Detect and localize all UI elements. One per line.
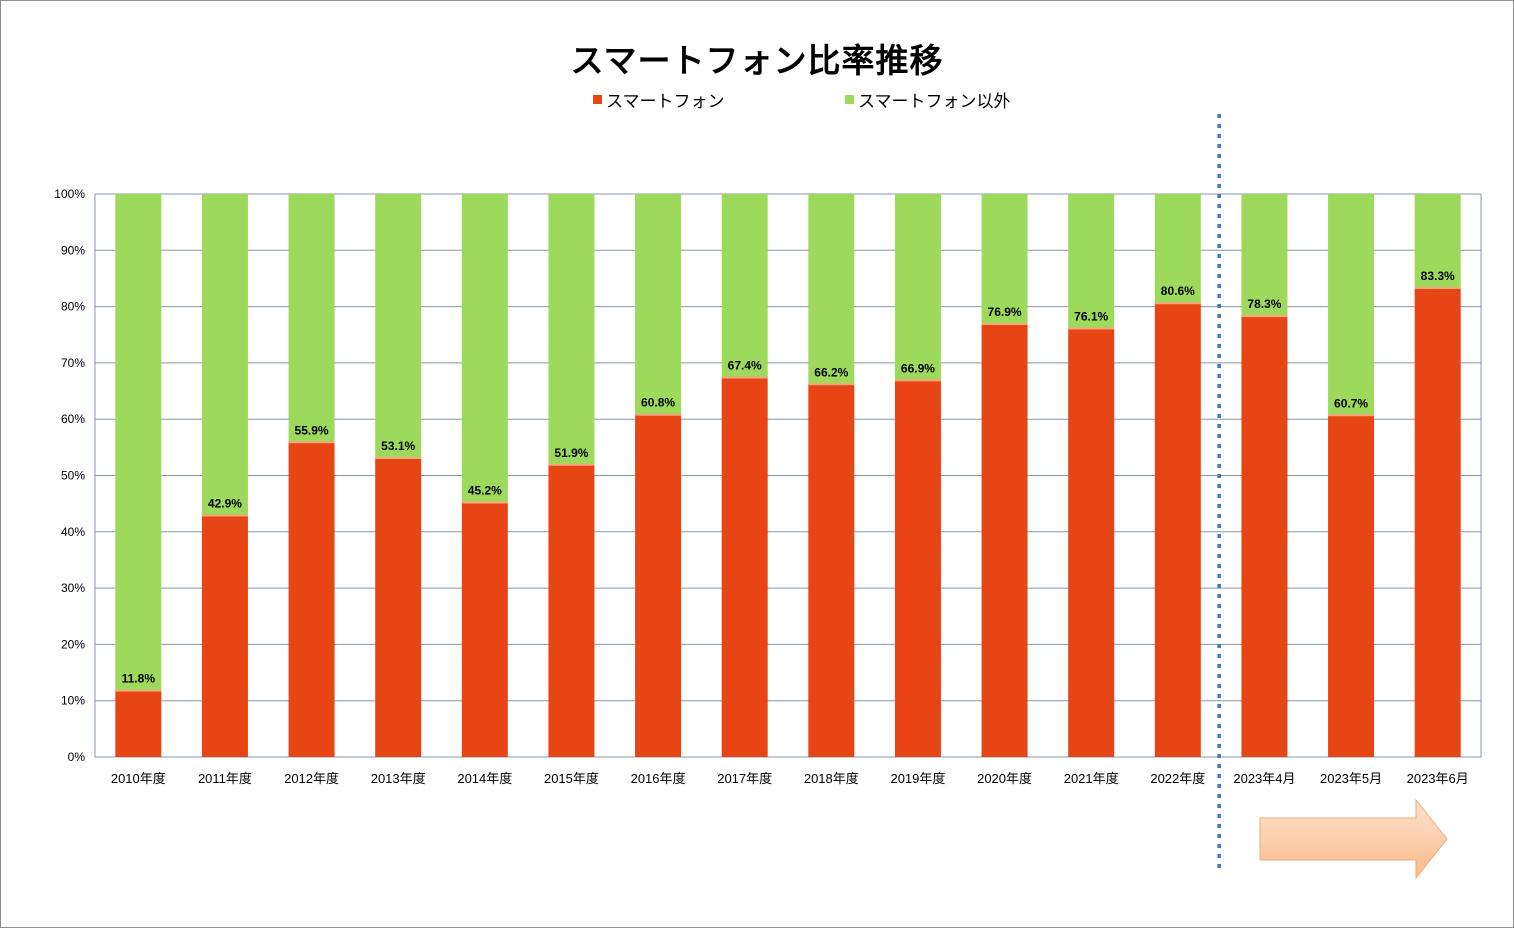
bar-non-smartphone	[635, 194, 682, 415]
data-labels: 11.8% 42.9% 55.9% 53.1% 45.2% 51.9% 60.8% 67.4%…	[122, 269, 1455, 686]
bar-non-smartphone	[201, 194, 248, 516]
legend-label-non-smartphone: スマートフォン以外	[858, 91, 1011, 112]
x-tick-label: 2023年5月	[1320, 771, 1382, 786]
x-tick-label: 2016年度	[631, 771, 686, 786]
data-label: 66.2%	[814, 365, 848, 379]
bar-non-smartphone	[115, 194, 162, 691]
bar-smartphone	[808, 384, 855, 757]
x-tick-label: 2013年度	[371, 771, 426, 786]
bar-smartphone	[1328, 415, 1375, 757]
y-tick-label: 100%	[54, 187, 85, 201]
y-tick-label: 10%	[61, 694, 85, 708]
bar-non-smartphone	[1241, 194, 1288, 317]
legend-item-smartphone: スマートフォン	[593, 88, 725, 112]
bar-smartphone	[1414, 288, 1461, 757]
x-tick-label: 2017年度	[717, 771, 772, 786]
legend-swatch-smartphone	[593, 94, 602, 104]
data-label: 42.9%	[208, 496, 242, 510]
bar-non-smartphone	[1154, 194, 1201, 304]
right-arrow-icon	[1259, 798, 1448, 880]
data-label: 83.3%	[1421, 269, 1455, 283]
bar-non-smartphone	[894, 194, 941, 381]
bars	[115, 194, 1461, 757]
bar-non-smartphone	[461, 194, 508, 503]
bar-non-smartphone	[375, 194, 422, 459]
data-label: 66.9%	[901, 361, 935, 375]
x-tick-label: 2022年度	[1150, 771, 1205, 786]
annotations	[1217, 114, 1448, 880]
legend-label-smartphone: スマートフォン	[606, 91, 725, 112]
bar-smartphone	[1068, 328, 1115, 757]
bar-non-smartphone	[288, 194, 335, 443]
chart-title: スマートフォン比率推移	[570, 41, 944, 80]
y-tick-label: 60%	[61, 412, 85, 426]
data-label: 51.9%	[554, 446, 588, 460]
data-label: 60.8%	[641, 396, 675, 410]
bar-smartphone	[375, 458, 422, 757]
data-label: 78.3%	[1247, 297, 1281, 311]
y-tick-label: 80%	[61, 300, 85, 314]
legend-swatch-non-smartphone	[845, 94, 854, 104]
y-tick-label: 70%	[61, 356, 85, 370]
x-tick-label: 2010年度	[111, 771, 166, 786]
bar-smartphone	[1241, 316, 1288, 757]
bar-smartphone	[548, 464, 595, 757]
bar-non-smartphone	[1328, 194, 1375, 416]
data-label: 67.4%	[728, 359, 762, 373]
bar-non-smartphone	[1414, 194, 1461, 289]
x-tick-label: 2023年6月	[1407, 771, 1469, 786]
x-tick-label: 2014年度	[457, 771, 512, 786]
bar-smartphone	[1154, 303, 1201, 757]
bar-smartphone	[635, 414, 682, 757]
y-tick-label: 90%	[61, 243, 85, 257]
axes: 0% 10% 20% 30% 40% 50% 60% 70% 80% 90% 100% 2010年度 2…	[54, 187, 1482, 786]
data-label: 76.1%	[1074, 310, 1108, 324]
x-tick-label: 2020年度	[977, 771, 1032, 786]
data-label: 80.6%	[1161, 284, 1195, 298]
data-label: 60.7%	[1334, 396, 1368, 410]
bar-smartphone	[461, 502, 508, 757]
x-tick-label: 2019年度	[890, 771, 945, 786]
bar-smartphone	[894, 380, 941, 757]
bar-non-smartphone	[548, 194, 595, 465]
x-tick-label: 2011年度	[198, 771, 252, 786]
x-tick-label: 2023年4月	[1233, 771, 1295, 786]
data-label: 53.1%	[381, 439, 415, 453]
bar-non-smartphone	[721, 194, 768, 378]
y-tick-label: 40%	[61, 525, 85, 539]
bar-non-smartphone	[808, 194, 855, 385]
y-tick-label: 0%	[68, 750, 86, 764]
y-tick-label: 30%	[61, 581, 85, 595]
data-label: 45.2%	[468, 484, 502, 498]
x-tick-label: 2018年度	[804, 771, 859, 786]
bar-smartphone	[288, 442, 335, 757]
y-tick-label: 20%	[61, 637, 85, 651]
bar-smartphone	[721, 377, 768, 757]
bar-non-smartphone	[1068, 194, 1115, 329]
data-label: 11.8%	[122, 672, 156, 686]
data-label: 55.9%	[295, 423, 329, 437]
x-tick-label: 2012年度	[284, 771, 339, 786]
bar-smartphone	[981, 324, 1028, 757]
x-tick-label: 2021年度	[1064, 771, 1119, 786]
x-tick-label: 2015年度	[544, 771, 599, 786]
bar-smartphone	[115, 690, 162, 757]
y-tick-label: 50%	[61, 469, 85, 483]
bar-smartphone	[201, 515, 248, 757]
data-label: 76.9%	[988, 305, 1022, 319]
bar-non-smartphone	[981, 194, 1028, 325]
legend-item-non-smartphone: スマートフォン以外	[845, 88, 1011, 112]
